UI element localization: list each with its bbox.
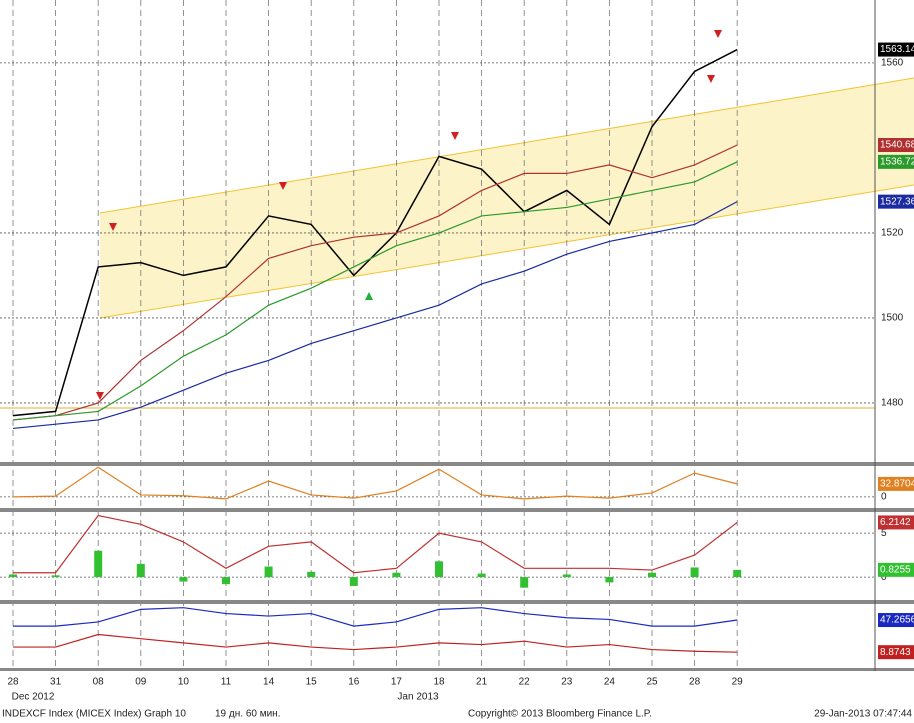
y-tick-label: 0: [881, 492, 887, 503]
series-line: [12, 201, 738, 430]
panel-separator: [0, 600, 914, 604]
last-value-label: 0.8255: [880, 564, 911, 575]
x-tick-label: 28: [7, 677, 19, 688]
last-value-label: 6.2142: [880, 517, 911, 528]
bar: [733, 569, 742, 578]
x-tick-label: 11: [221, 677, 232, 688]
bar: [9, 574, 17, 578]
y-tick-label: 1520: [881, 228, 904, 239]
marks: [9, 48, 742, 653]
x-tick-label: 23: [561, 677, 573, 688]
bar: [307, 571, 316, 578]
last-value-label: 1536.72: [880, 156, 914, 167]
signal-down: [96, 392, 104, 400]
series-line: [12, 161, 738, 421]
last-value-label: 8.8743: [880, 647, 911, 658]
last-value-box: [878, 613, 914, 628]
last-value-box: [878, 562, 914, 577]
last-value-box: [878, 154, 914, 169]
bar: [222, 577, 230, 585]
x-tick-label: 08: [93, 677, 105, 688]
last-value-label: 1527.36: [880, 196, 914, 207]
panel-separator: [0, 668, 914, 671]
x-tick-label: 18: [433, 677, 445, 688]
bar: [179, 577, 188, 582]
bar: [264, 566, 273, 578]
y-tick-label: 0: [881, 572, 887, 583]
x-tick-label: 31: [50, 677, 62, 688]
x-tick-label: 22: [519, 677, 531, 688]
bar: [648, 572, 656, 578]
bar: [520, 577, 529, 588]
x-tick-label: 29: [732, 677, 744, 688]
bar: [605, 577, 614, 583]
x-tick-label: 14: [263, 677, 275, 688]
footer-interval: 19 дн. 60 мин.: [215, 709, 280, 720]
series-line: [12, 466, 738, 500]
x-tick-label: 24: [604, 677, 616, 688]
y-tick-label: 1560: [881, 58, 904, 69]
signal-down: [109, 223, 117, 231]
bar: [690, 567, 699, 578]
x-tick-label: 21: [476, 677, 488, 688]
last-value-box: [878, 138, 914, 153]
panel-separator: [0, 462, 914, 466]
x-tick-label: 16: [348, 677, 360, 688]
channel-band: [100, 78, 914, 318]
bar: [349, 577, 358, 586]
last-value-label: 47.2656: [880, 615, 914, 626]
last-value-label: 32.8704: [880, 479, 914, 490]
signal-down: [707, 75, 715, 83]
footer-timestamp: 29-Jan-2013 07:47:44: [814, 709, 912, 720]
bar: [94, 550, 103, 578]
signal-down: [714, 30, 722, 38]
footer-title: INDEXCF Index (MICEX Index) Graph 10: [2, 709, 186, 720]
bar: [136, 563, 145, 578]
bar: [562, 574, 571, 578]
y-tick-label: 1480: [881, 398, 904, 409]
footer-copyright: Copyright© 2013 Bloomberg Finance L.P.: [468, 709, 652, 720]
bar: [435, 561, 443, 578]
last-value-box: [878, 194, 914, 209]
signal-down: [451, 132, 459, 140]
x-tick-label: 15: [306, 677, 318, 688]
x-tick-label: 17: [391, 677, 403, 688]
x-tick-label: 28: [689, 677, 701, 688]
series-line: [13, 514, 738, 574]
signal-down: [279, 182, 287, 190]
last-value-box: [878, 476, 914, 491]
bar: [392, 572, 401, 578]
last-value-label: 1563.14: [880, 44, 914, 55]
series-line: [13, 607, 738, 627]
series-line: [12, 48, 738, 417]
x-tick-label: 10: [178, 677, 190, 688]
panel-separator: [0, 508, 914, 512]
channel-upper: [99, 77, 914, 214]
last-value-box: [878, 645, 914, 660]
last-value-box: [878, 42, 914, 57]
last-value-box: [878, 515, 914, 530]
y-tick-label: 5: [881, 528, 887, 539]
period-label: Jan 2013: [397, 692, 439, 703]
y-tick-label: 1500: [881, 313, 904, 324]
last-value-label: 1540.68: [880, 140, 914, 151]
signal-up: [365, 292, 373, 300]
bar: [51, 575, 60, 578]
series-line: [12, 144, 738, 421]
x-tick-label: 25: [646, 677, 658, 688]
bar: [477, 573, 486, 578]
x-tick-label: 09: [135, 677, 147, 688]
channel-lower: [99, 184, 914, 319]
period-label: Dec 2012: [12, 692, 55, 703]
series-line: [13, 633, 738, 653]
